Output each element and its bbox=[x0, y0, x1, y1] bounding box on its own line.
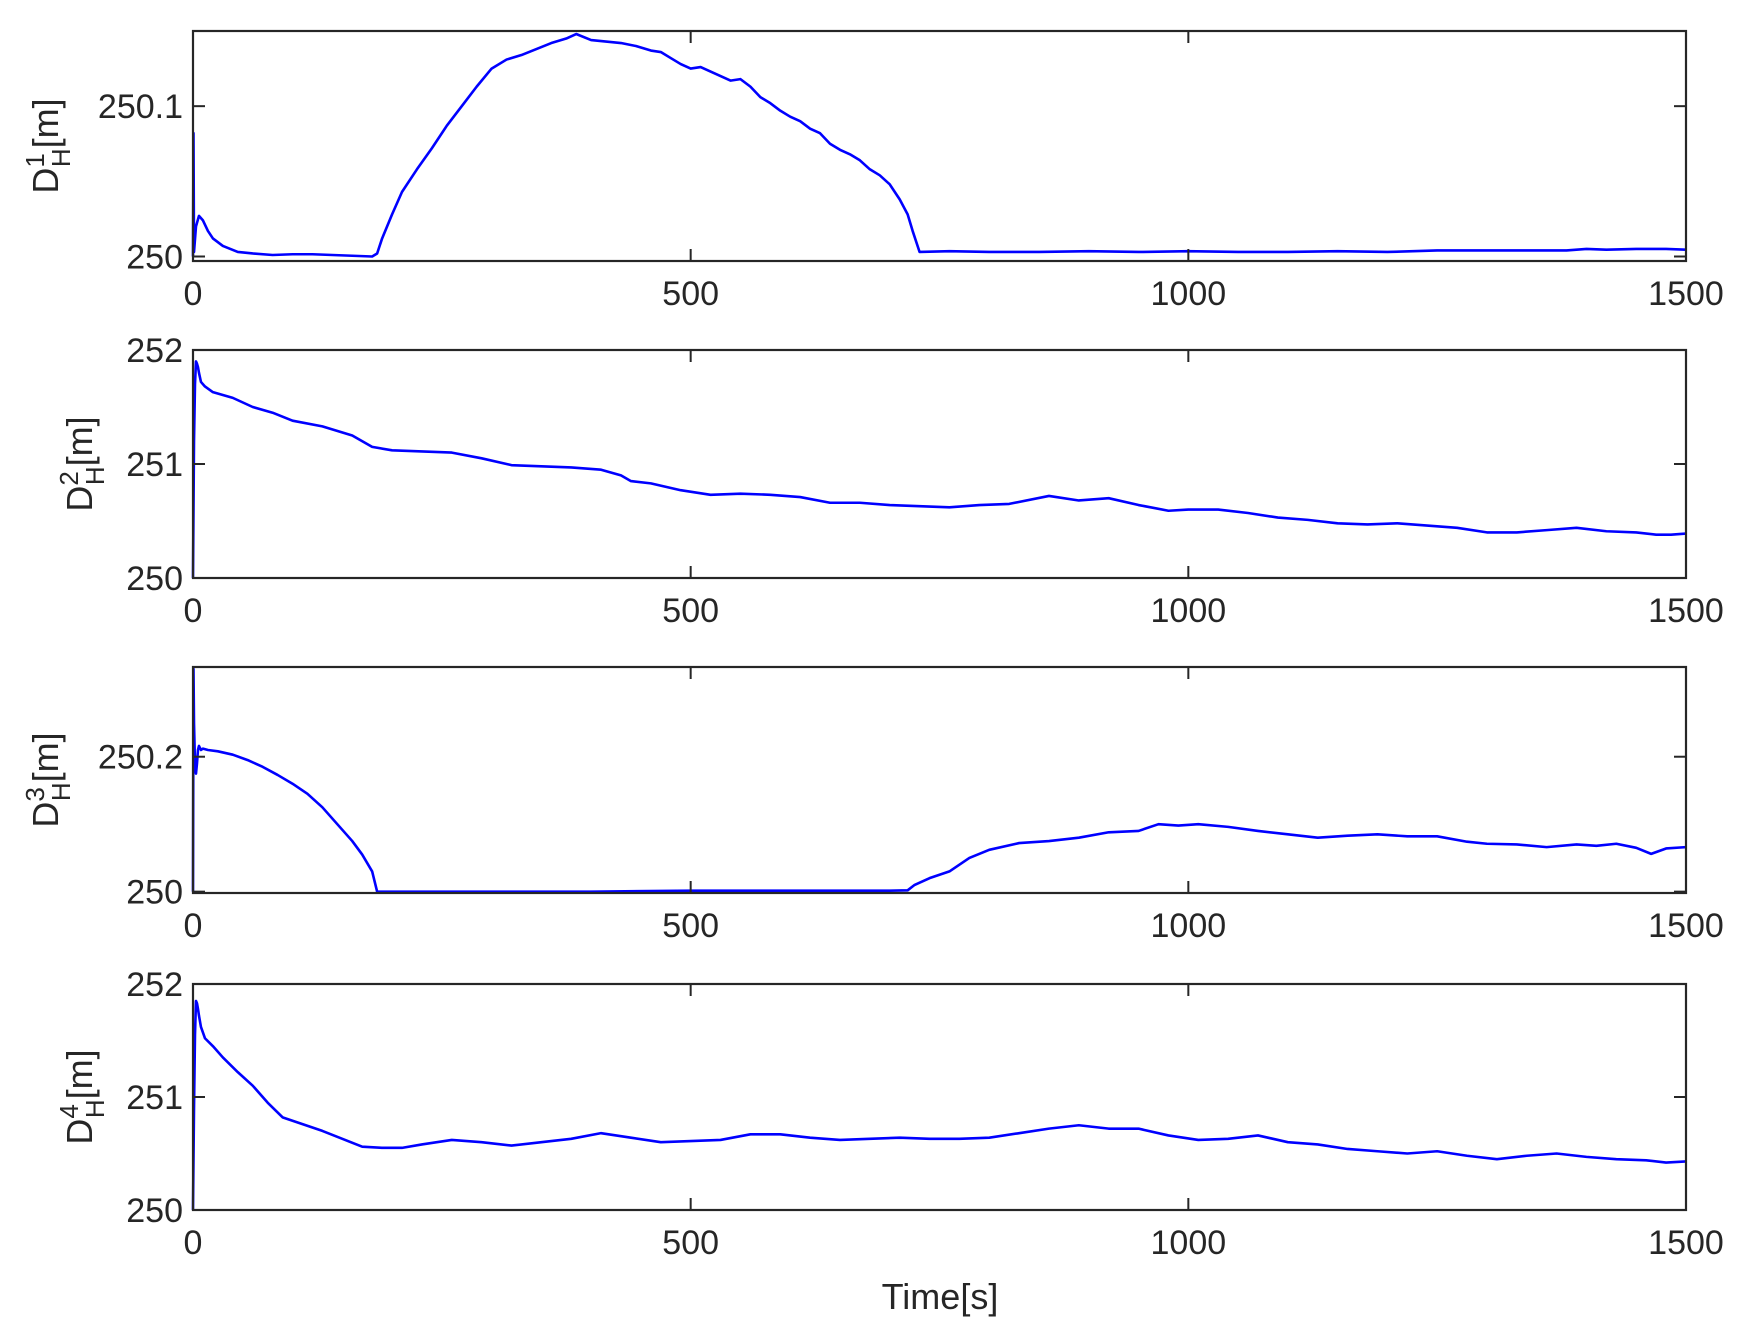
x-tick-label: 0 bbox=[184, 1224, 203, 1262]
x-tick-label: 0 bbox=[184, 592, 203, 630]
subplot-panels: 0 500 1000 1500 250 250.1 D1H[m] 0 500 1000 1500 25… bbox=[20, 29, 1724, 1262]
subplot-1: 0 500 1000 1500 250 250.1 D1H[m] bbox=[20, 29, 1724, 313]
series-line-4-1 bbox=[191, 999, 1687, 1211]
x-tick-label: 500 bbox=[662, 275, 719, 313]
y-tick-label: 252 bbox=[126, 332, 183, 370]
axes-box bbox=[191, 982, 1688, 1212]
y-tick-label: 251 bbox=[126, 446, 183, 484]
series-line-1-1 bbox=[191, 32, 1687, 258]
x-tick-label: 1000 bbox=[1151, 907, 1227, 945]
x-tick-label: 500 bbox=[662, 592, 719, 630]
series-line-3-1 bbox=[191, 667, 1687, 893]
x-tick-label: 1000 bbox=[1151, 1224, 1227, 1262]
subplot-2: 0 500 1000 1500 250 251 252 D2H[m] bbox=[54, 332, 1724, 630]
y-tick-label: 250 bbox=[126, 874, 183, 912]
y-tick-label: 250 bbox=[126, 560, 183, 598]
x-tick-label: 0 bbox=[184, 275, 203, 313]
subplot-3: 0 500 1000 1500 250 250.2 D3H[m] bbox=[20, 665, 1724, 945]
y-tick-label: 250 bbox=[126, 1192, 183, 1230]
x-tick-label: 1500 bbox=[1648, 592, 1724, 630]
axes-box bbox=[191, 665, 1688, 895]
y-axis-label: D4H[m] bbox=[54, 1049, 110, 1144]
y-tick-label: 250.1 bbox=[98, 88, 183, 126]
x-tick-label: 500 bbox=[662, 1224, 719, 1262]
y-tick-label: 251 bbox=[126, 1079, 183, 1117]
subplot-4: 0 500 1000 1500 250 251 252 D4H[m] bbox=[54, 966, 1724, 1262]
x-tick-label: 1500 bbox=[1648, 275, 1724, 313]
axes-box bbox=[191, 348, 1688, 580]
x-tick-label: 500 bbox=[662, 907, 719, 945]
x-tick-label: 0 bbox=[184, 907, 203, 945]
y-tick-label: 252 bbox=[126, 966, 183, 1004]
axes-box bbox=[191, 29, 1688, 263]
y-axis-label: D2H[m] bbox=[54, 416, 110, 511]
series-line-2-1 bbox=[191, 360, 1687, 579]
y-tick-label: 250.2 bbox=[98, 739, 183, 777]
x-tick-label: 1000 bbox=[1151, 275, 1227, 313]
x-axis-label: Time[s] bbox=[882, 1276, 999, 1317]
y-axis-label: D3H[m] bbox=[20, 732, 76, 827]
y-axis-label: D1H[m] bbox=[20, 98, 76, 193]
y-tick-label: 250 bbox=[126, 238, 183, 276]
x-tick-label: 1500 bbox=[1648, 907, 1724, 945]
x-tick-label: 1000 bbox=[1151, 592, 1227, 630]
x-tick-label: 1500 bbox=[1648, 1224, 1724, 1262]
